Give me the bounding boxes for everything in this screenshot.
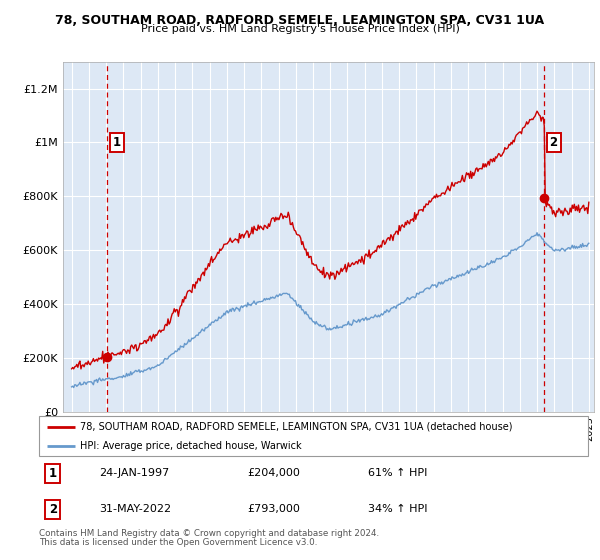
FancyBboxPatch shape (39, 416, 588, 456)
Text: Price paid vs. HM Land Registry's House Price Index (HPI): Price paid vs. HM Land Registry's House … (140, 24, 460, 34)
Text: 34% ↑ HPI: 34% ↑ HPI (368, 505, 428, 515)
Text: £793,000: £793,000 (248, 505, 301, 515)
Text: 1: 1 (113, 136, 121, 149)
Text: Contains HM Land Registry data © Crown copyright and database right 2024.: Contains HM Land Registry data © Crown c… (39, 529, 379, 538)
Text: 78, SOUTHAM ROAD, RADFORD SEMELE, LEAMINGTON SPA, CV31 1UA: 78, SOUTHAM ROAD, RADFORD SEMELE, LEAMIN… (55, 14, 545, 27)
Text: £204,000: £204,000 (248, 468, 301, 478)
Text: 2: 2 (550, 136, 557, 149)
Text: HPI: Average price, detached house, Warwick: HPI: Average price, detached house, Warw… (80, 441, 302, 451)
Text: 31-MAY-2022: 31-MAY-2022 (100, 505, 172, 515)
Text: 2: 2 (49, 503, 57, 516)
Text: 78, SOUTHAM ROAD, RADFORD SEMELE, LEAMINGTON SPA, CV31 1UA (detached house): 78, SOUTHAM ROAD, RADFORD SEMELE, LEAMIN… (80, 422, 512, 432)
Text: 24-JAN-1997: 24-JAN-1997 (100, 468, 170, 478)
Text: This data is licensed under the Open Government Licence v3.0.: This data is licensed under the Open Gov… (39, 538, 317, 547)
Text: 1: 1 (49, 467, 57, 480)
Text: 61% ↑ HPI: 61% ↑ HPI (368, 468, 428, 478)
